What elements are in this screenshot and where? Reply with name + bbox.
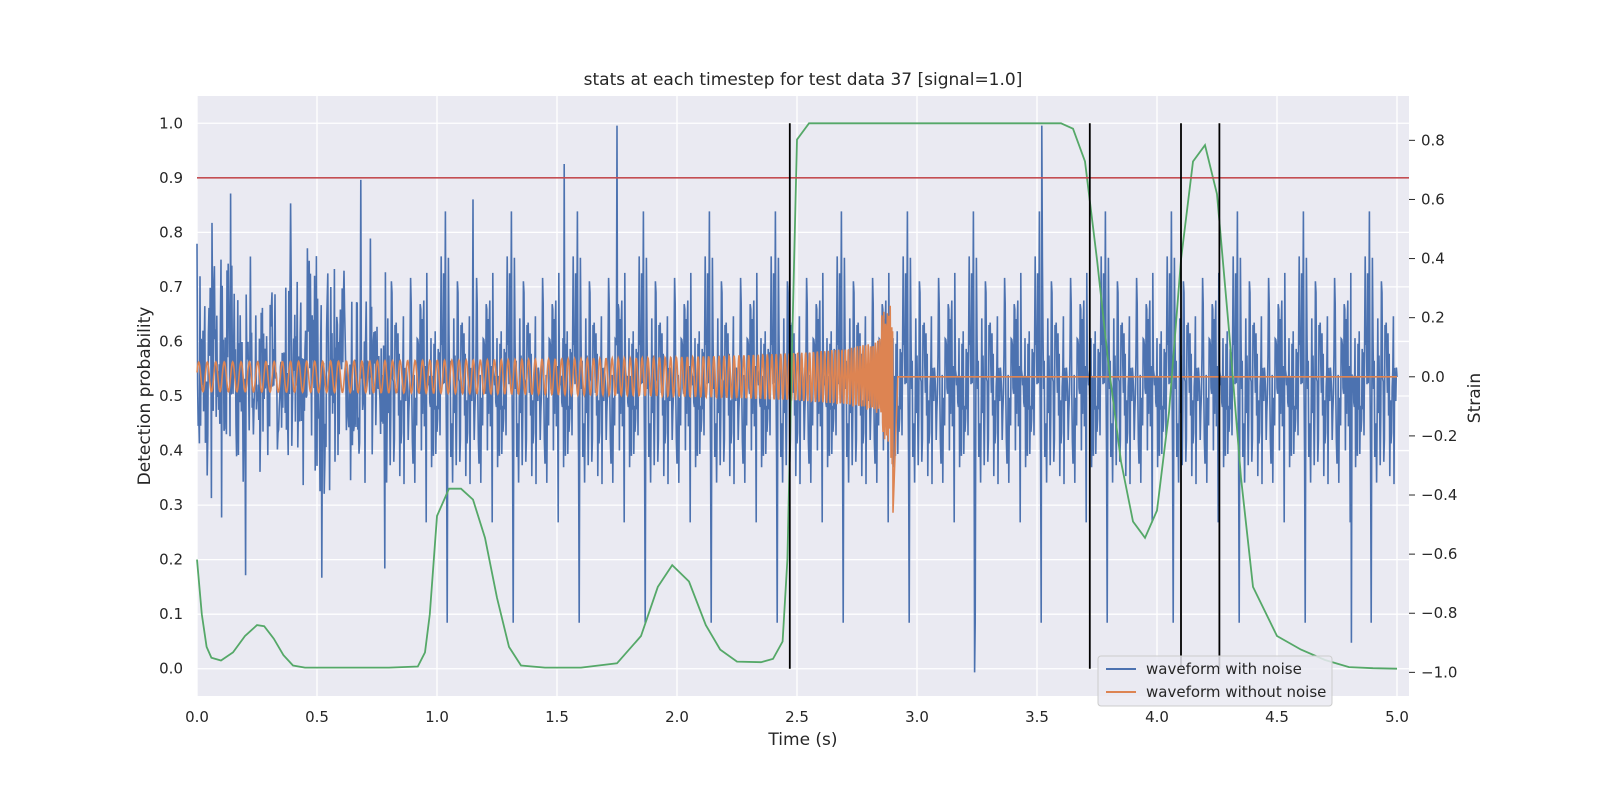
x-tick-label: 0.0 bbox=[185, 708, 209, 726]
y2-tick-label: 0.8 bbox=[1421, 131, 1445, 149]
y2-tick-label: 0.6 bbox=[1421, 190, 1445, 208]
legend-box bbox=[1097, 655, 1333, 707]
x-tick-label: 3.0 bbox=[905, 708, 929, 726]
y-tick-label: 0.2 bbox=[159, 551, 183, 569]
y-axis-label: Detection probability bbox=[135, 307, 155, 486]
x-tick-label: 1.5 bbox=[545, 708, 569, 726]
y2-axis-label: Strain bbox=[1465, 373, 1485, 423]
y-tick-label: 0.9 bbox=[159, 169, 183, 187]
x-tick-label: 0.5 bbox=[305, 708, 329, 726]
y-tick-label: 0.1 bbox=[159, 605, 183, 623]
y-tick-label: 0.4 bbox=[159, 442, 183, 460]
x-tick-label: 2.0 bbox=[665, 708, 689, 726]
x-tick-label: 4.5 bbox=[1265, 708, 1289, 726]
y-tick-label: 0.3 bbox=[159, 496, 183, 514]
noisy-waveform-line bbox=[196, 125, 1398, 673]
y2-tick-label: −0.8 bbox=[1421, 604, 1457, 622]
grid bbox=[196, 96, 1409, 696]
y2-tick-label: −0.6 bbox=[1421, 545, 1457, 563]
ticks: 0.0 0.5 1.0 1.5 2.0 2.5 3.0 3.5 4.0 4.5 5.0 0.0 0.1 0… bbox=[159, 114, 1457, 726]
y2-tick-label: 0.0 bbox=[1421, 368, 1445, 386]
series-layer bbox=[196, 125, 1398, 673]
chart-title: stats at each timestep for test data 37 … bbox=[584, 70, 1023, 90]
y-tick-label: 1.0 bbox=[159, 114, 183, 132]
y-tick-label: 0.7 bbox=[159, 278, 183, 296]
x-tick-label: 5.0 bbox=[1385, 708, 1409, 726]
y2-tick-label: −1.0 bbox=[1421, 663, 1457, 681]
y-tick-label: 0.6 bbox=[159, 332, 183, 350]
y-tick-label: 0.5 bbox=[159, 387, 183, 405]
y2-tick-label: 0.2 bbox=[1421, 309, 1445, 327]
legend: waveform with noise waveform without noi… bbox=[1097, 655, 1333, 707]
y-tick-label: 0.8 bbox=[159, 223, 183, 241]
clean-waveform-line bbox=[196, 305, 1397, 513]
x-tick-label: 1.0 bbox=[425, 708, 449, 726]
x-axis-label: Time (s) bbox=[767, 730, 837, 750]
overlay-layer bbox=[196, 122, 1409, 670]
x-tick-label: 4.0 bbox=[1145, 708, 1169, 726]
y2-tick-label: −0.2 bbox=[1421, 427, 1457, 445]
y2-tick-label: −0.4 bbox=[1421, 486, 1457, 504]
legend-label-clean: waveform without noise bbox=[1146, 683, 1326, 701]
x-tick-label: 3.5 bbox=[1025, 708, 1049, 726]
y2-tick-label: 0.4 bbox=[1421, 250, 1445, 268]
y-tick-label: 0.0 bbox=[159, 660, 183, 678]
legend-label-noise: waveform with noise bbox=[1146, 660, 1302, 678]
detection-probability-line bbox=[196, 122, 1398, 670]
x-tick-label: 2.5 bbox=[785, 708, 809, 726]
